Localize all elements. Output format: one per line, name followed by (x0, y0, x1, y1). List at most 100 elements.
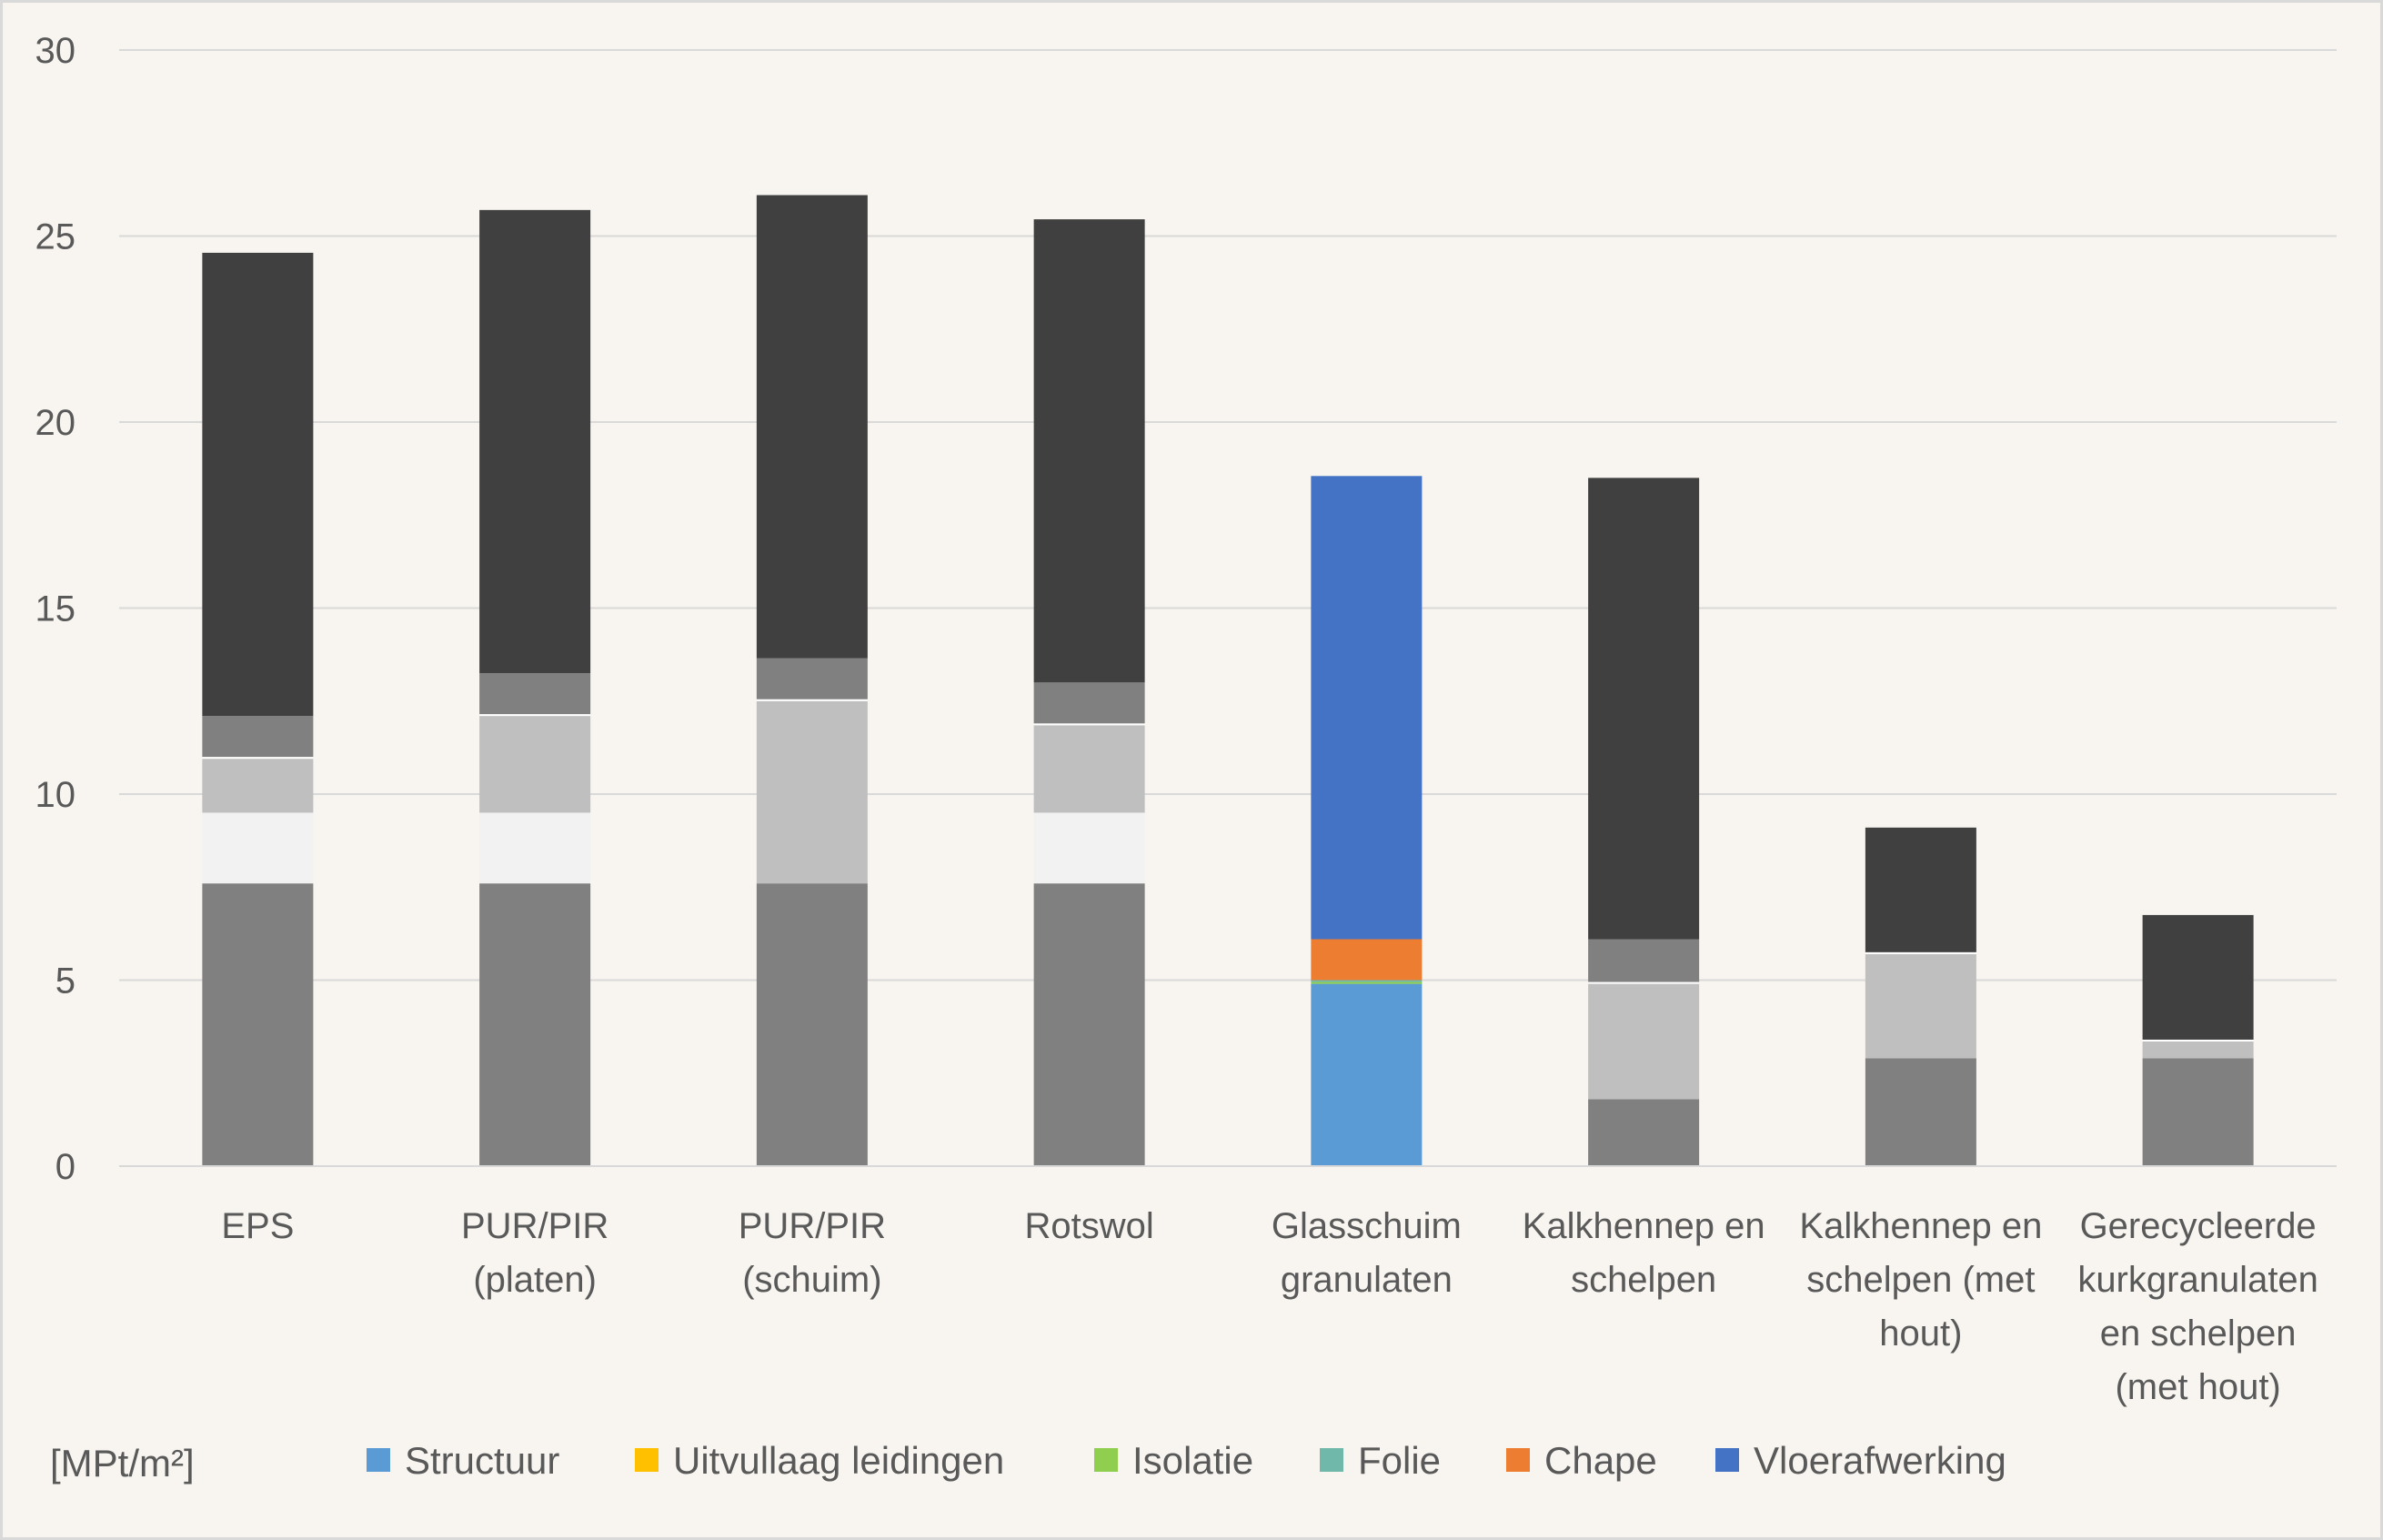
y-tick-label: 30 (35, 31, 76, 71)
bar-stack (2142, 914, 2254, 1166)
bar-segment (1033, 682, 1145, 724)
category-label: EPS (221, 1206, 294, 1246)
legend-label: Chape (1544, 1439, 1657, 1482)
bar-stack (1311, 476, 1423, 1166)
category-label: PUR/PIR (schuim) (739, 1206, 886, 1300)
bar-segment (1588, 1099, 1700, 1166)
bar-segment (1865, 1058, 1976, 1166)
category-label: PUR/PIR (platen) (461, 1206, 608, 1300)
legend-label: Structuur (405, 1439, 559, 1482)
bar-segment (1865, 953, 1976, 1059)
legend-swatch (1094, 1448, 1118, 1472)
category-label-line: PUR/PIR (739, 1206, 886, 1246)
category-label-line: (platen) (473, 1260, 597, 1300)
category-label-line: granulaten (1281, 1260, 1453, 1300)
bar-segment (479, 883, 591, 1166)
bar-segment (1033, 725, 1145, 813)
bar-segment (2142, 1058, 2254, 1166)
y-tick-label: 0 (55, 1147, 75, 1187)
category-label-line: schelpen (1571, 1260, 1716, 1300)
category-label-line: Glasschuim (1272, 1206, 1462, 1246)
bar-segment (2142, 1041, 2254, 1059)
bars (202, 195, 2254, 1166)
bar-segment (202, 812, 314, 884)
legend-label: Vloerafwerking (1754, 1439, 2006, 1482)
bar-segment (1311, 939, 1423, 981)
bar-segment (202, 759, 314, 813)
bar-segment (2142, 914, 2254, 1040)
legend-item: Folie (1320, 1439, 1441, 1482)
category-label: Glasschuim granulaten (1272, 1206, 1462, 1300)
bar-segment (1588, 983, 1700, 1100)
category-label: Kalkhennep en schelpen (1523, 1206, 1765, 1300)
bar-segment (1033, 219, 1145, 683)
bar-segment (479, 812, 591, 884)
unit-label: [MPt/m²] (50, 1442, 195, 1485)
bar-segment (1865, 951, 1976, 954)
legend-item: Chape (1506, 1439, 1657, 1482)
bar-stack (1033, 219, 1145, 1166)
bar-segment (202, 716, 314, 758)
category-label-line: (met hout) (2115, 1367, 2280, 1407)
bar-segment (202, 757, 314, 760)
bar-segment (479, 673, 591, 715)
bar-segment (1033, 812, 1145, 884)
bar-segment (756, 658, 868, 700)
category-label-line: hout) (1879, 1314, 1962, 1354)
legend-label: Isolatie (1132, 1439, 1253, 1482)
legend-item: Isolatie (1094, 1439, 1253, 1482)
x-axis-category-labels: EPS PUR/PIR (platen) PUR/PIR (schuim) Rotswol… (221, 1206, 2318, 1407)
stacked-bar-chart: 0 5 10 15 20 25 30 EPS PUR/PIR (platen) PUR/PIR (s… (35, 31, 2337, 1485)
bar-stack (1588, 478, 1700, 1166)
bar-segment (1588, 981, 1700, 984)
bar-segment (1588, 939, 1700, 982)
gridlines (119, 49, 2337, 981)
category-label-line: en schelpen (2100, 1314, 2297, 1354)
bar-segment (479, 714, 591, 717)
y-tick-label: 20 (35, 403, 76, 443)
y-tick-label: 5 (55, 961, 75, 1002)
legend-swatch (1506, 1448, 1530, 1472)
bar-segment (1033, 883, 1145, 1166)
legend-swatch (1320, 1448, 1343, 1472)
y-tick-label: 10 (35, 775, 76, 815)
category-label-line: Kalkhennep en (1523, 1206, 1765, 1246)
bar-segment (1865, 827, 1976, 952)
bar-segment (2142, 1039, 2254, 1042)
category-label-line: kurkgranulaten (2077, 1260, 2318, 1300)
bar-segment (479, 716, 591, 813)
bar-segment (1311, 983, 1423, 1166)
bar-segment (1588, 478, 1700, 940)
category-label: Gerecycleerde kurkgranulaten en schelpen (m… (2077, 1206, 2318, 1407)
legend: Structuur Uitvullaag leidingen Isolatie Fol… (367, 1439, 2006, 1482)
legend-label: Uitvullaag leidingen (673, 1439, 1004, 1482)
category-label-line: Kalkhennep en (1799, 1206, 2042, 1246)
bar-segment (1033, 723, 1145, 726)
bar-stack (479, 209, 591, 1166)
y-tick-label: 15 (35, 589, 76, 629)
category-label-line: schelpen (met (1806, 1260, 2035, 1300)
category-label-line: PUR/PIR (461, 1206, 608, 1246)
bar-segment (756, 700, 868, 884)
bar-segment (202, 252, 314, 717)
bar-segment (756, 195, 868, 659)
legend-swatch (635, 1448, 659, 1472)
bar-stack (202, 252, 314, 1166)
category-label-line: EPS (221, 1206, 294, 1246)
category-label-line: (schuim) (742, 1260, 881, 1300)
legend-item: Structuur (367, 1439, 559, 1482)
bar-segment (1311, 981, 1423, 984)
legend-label: Folie (1358, 1439, 1441, 1482)
legend-swatch (367, 1448, 390, 1472)
category-label: Rotswol (1024, 1206, 1153, 1246)
legend-swatch (1715, 1448, 1739, 1472)
y-tick-label: 25 (35, 217, 76, 257)
bar-stack (1865, 827, 1976, 1166)
y-axis-ticks: 0 5 10 15 20 25 30 (35, 31, 76, 1187)
category-label-line: Rotswol (1024, 1206, 1153, 1246)
category-label: Kalkhennep en schelpen (met hout) (1799, 1206, 2042, 1354)
bar-stack (756, 195, 868, 1166)
bar-segment (1311, 476, 1423, 940)
bar-segment (479, 209, 591, 674)
